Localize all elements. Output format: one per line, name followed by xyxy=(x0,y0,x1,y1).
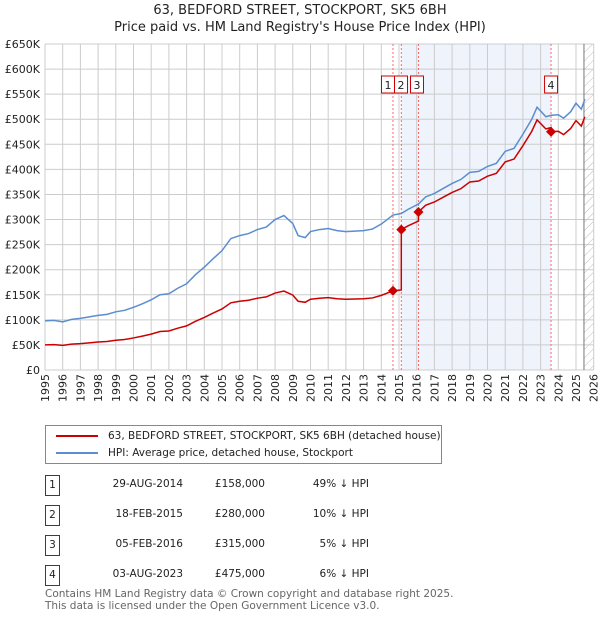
y-tick-label: £600K xyxy=(5,63,41,76)
x-tick-label: 2008 xyxy=(269,374,282,402)
chart-title: 63, BEDFORD STREET, STOCKPORT, SK5 6BH xyxy=(153,3,447,18)
sale-point xyxy=(413,207,424,218)
y-tick-label: £50K xyxy=(12,339,41,352)
sale-point xyxy=(387,285,398,296)
y-tick-label: £550K xyxy=(5,88,41,101)
x-tick-label: 2009 xyxy=(287,374,300,402)
transaction-row: 4 03-AUG-2023 £475,000 6% ↓ HPI xyxy=(45,565,375,586)
transaction-price: £158,000 xyxy=(214,478,265,490)
x-tick-label: 2023 xyxy=(535,374,548,402)
x-tick-label: 2007 xyxy=(251,374,264,402)
sale-label: 4 xyxy=(548,79,555,92)
price-paid-line xyxy=(44,116,586,347)
transaction-hpi-delta: 49% ↓ HPI xyxy=(312,478,369,490)
transaction-row: 1 29-AUG-2014 £158,000 49% ↓ HPI xyxy=(45,475,375,496)
legend-swatch-price xyxy=(56,435,98,437)
transaction-date: 03-AUG-2023 xyxy=(112,568,183,580)
transaction-row: 3 05-FEB-2016 £315,000 5% ↓ HPI xyxy=(45,535,375,556)
transaction-hpi-delta: 10% ↓ HPI xyxy=(312,508,369,520)
transaction-price: £315,000 xyxy=(214,538,265,550)
x-tick-label: 2014 xyxy=(375,374,388,402)
transaction-number: 3 xyxy=(45,535,60,556)
x-tick-label: 2019 xyxy=(464,374,477,402)
x-tick-label: 2004 xyxy=(198,374,211,402)
x-tick-label: 2005 xyxy=(216,374,229,402)
sale-label-box xyxy=(410,75,424,94)
legend-label-hpi: HPI: Average price, detached house, Stoc… xyxy=(108,447,353,459)
x-tick-label: 2016 xyxy=(411,374,424,402)
y-tick-label: £400K xyxy=(5,163,41,176)
y-tick-label: £200K xyxy=(5,264,41,277)
y-tick-label: £300K xyxy=(5,214,41,227)
footer-licence: This data is licensed under the Open Gov… xyxy=(45,600,380,612)
y-tick-label: £150K xyxy=(5,289,41,302)
x-tick-label: 2002 xyxy=(163,374,176,402)
x-tick-label: 2017 xyxy=(428,374,441,402)
legend-swatch-hpi xyxy=(56,452,98,454)
transaction-date: 18-FEB-2015 xyxy=(115,508,183,520)
transaction-hpi-delta: 6% ↓ HPI xyxy=(319,568,369,580)
sale-point xyxy=(546,126,557,137)
legend-item-hpi: HPI: Average price, detached house, Stoc… xyxy=(56,445,353,461)
x-tick-label: 2003 xyxy=(181,374,194,402)
transaction-price: £475,000 xyxy=(214,568,265,580)
x-tick-label: 2026 xyxy=(588,374,600,402)
x-tick-label: 2022 xyxy=(517,374,530,402)
chart-subtitle: Price paid vs. HM Land Registry's House … xyxy=(114,20,486,35)
x-tick-label: 1997 xyxy=(74,374,87,402)
x-tick-label: 1999 xyxy=(110,374,123,402)
y-tick-label: £500K xyxy=(5,113,41,126)
sale-label: 3 xyxy=(414,79,421,92)
hpi-line xyxy=(44,98,586,323)
legend-label-price: 63, BEDFORD STREET, STOCKPORT, SK5 6BH (… xyxy=(108,430,441,442)
x-tick-label: 2011 xyxy=(322,374,335,402)
transaction-hpi-delta: 5% ↓ HPI xyxy=(319,538,369,550)
x-tick-label: 2018 xyxy=(446,374,459,402)
x-tick-label: 1998 xyxy=(92,374,105,402)
sale-point xyxy=(396,224,407,235)
sale-label: 1 xyxy=(385,79,392,92)
x-tick-label: 1995 xyxy=(39,374,52,402)
transaction-number: 4 xyxy=(45,565,60,586)
y-tick-label: £350K xyxy=(5,188,41,201)
sale-label-box xyxy=(544,75,559,94)
sale-label-box xyxy=(394,75,408,94)
x-tick-label: 2013 xyxy=(358,374,371,402)
x-tick-label: 2025 xyxy=(570,374,583,402)
shaded-period xyxy=(401,44,552,370)
future-hatch xyxy=(583,44,594,370)
transaction-price: £280,000 xyxy=(214,508,265,520)
price-chart: 1995 1996 1997 1998 1999 2000 2001 2002 2003 2004… xyxy=(5,38,600,402)
x-tick-label: 2015 xyxy=(393,374,406,402)
transaction-date: 05-FEB-2016 xyxy=(115,538,183,550)
footer: Contains HM Land Registry data © Crown c… xyxy=(45,588,453,612)
transaction-number: 2 xyxy=(45,505,60,526)
x-tick-label: 2021 xyxy=(499,374,512,402)
y-tick-label: £0 xyxy=(26,364,40,377)
transaction-number: 1 xyxy=(45,475,60,496)
footer-copyright: Contains HM Land Registry data © Crown c… xyxy=(45,588,454,600)
sale-label: 2 xyxy=(398,79,405,92)
y-tick-label: £450K xyxy=(5,138,41,151)
y-tick-label: £250K xyxy=(5,239,41,252)
transaction-row: 2 18-FEB-2015 £280,000 10% ↓ HPI xyxy=(45,505,375,526)
x-tick-label: 2010 xyxy=(305,374,318,402)
y-tick-label: £100K xyxy=(5,314,41,327)
x-tick-label: 2020 xyxy=(482,374,495,402)
y-tick-label: £650K xyxy=(5,38,41,51)
legend-item-price: 63, BEDFORD STREET, STOCKPORT, SK5 6BH (… xyxy=(56,428,441,444)
transaction-date: 29-AUG-2014 xyxy=(112,478,183,490)
x-tick-label: 2006 xyxy=(234,374,247,402)
x-tick-label: 2000 xyxy=(128,374,141,402)
x-tick-label: 2024 xyxy=(552,374,565,402)
x-tick-label: 1996 xyxy=(57,374,70,402)
x-tick-label: 2012 xyxy=(340,374,353,402)
x-tick-label: 2001 xyxy=(145,374,158,402)
legend: 63, BEDFORD STREET, STOCKPORT, SK5 6BH (… xyxy=(45,425,442,464)
